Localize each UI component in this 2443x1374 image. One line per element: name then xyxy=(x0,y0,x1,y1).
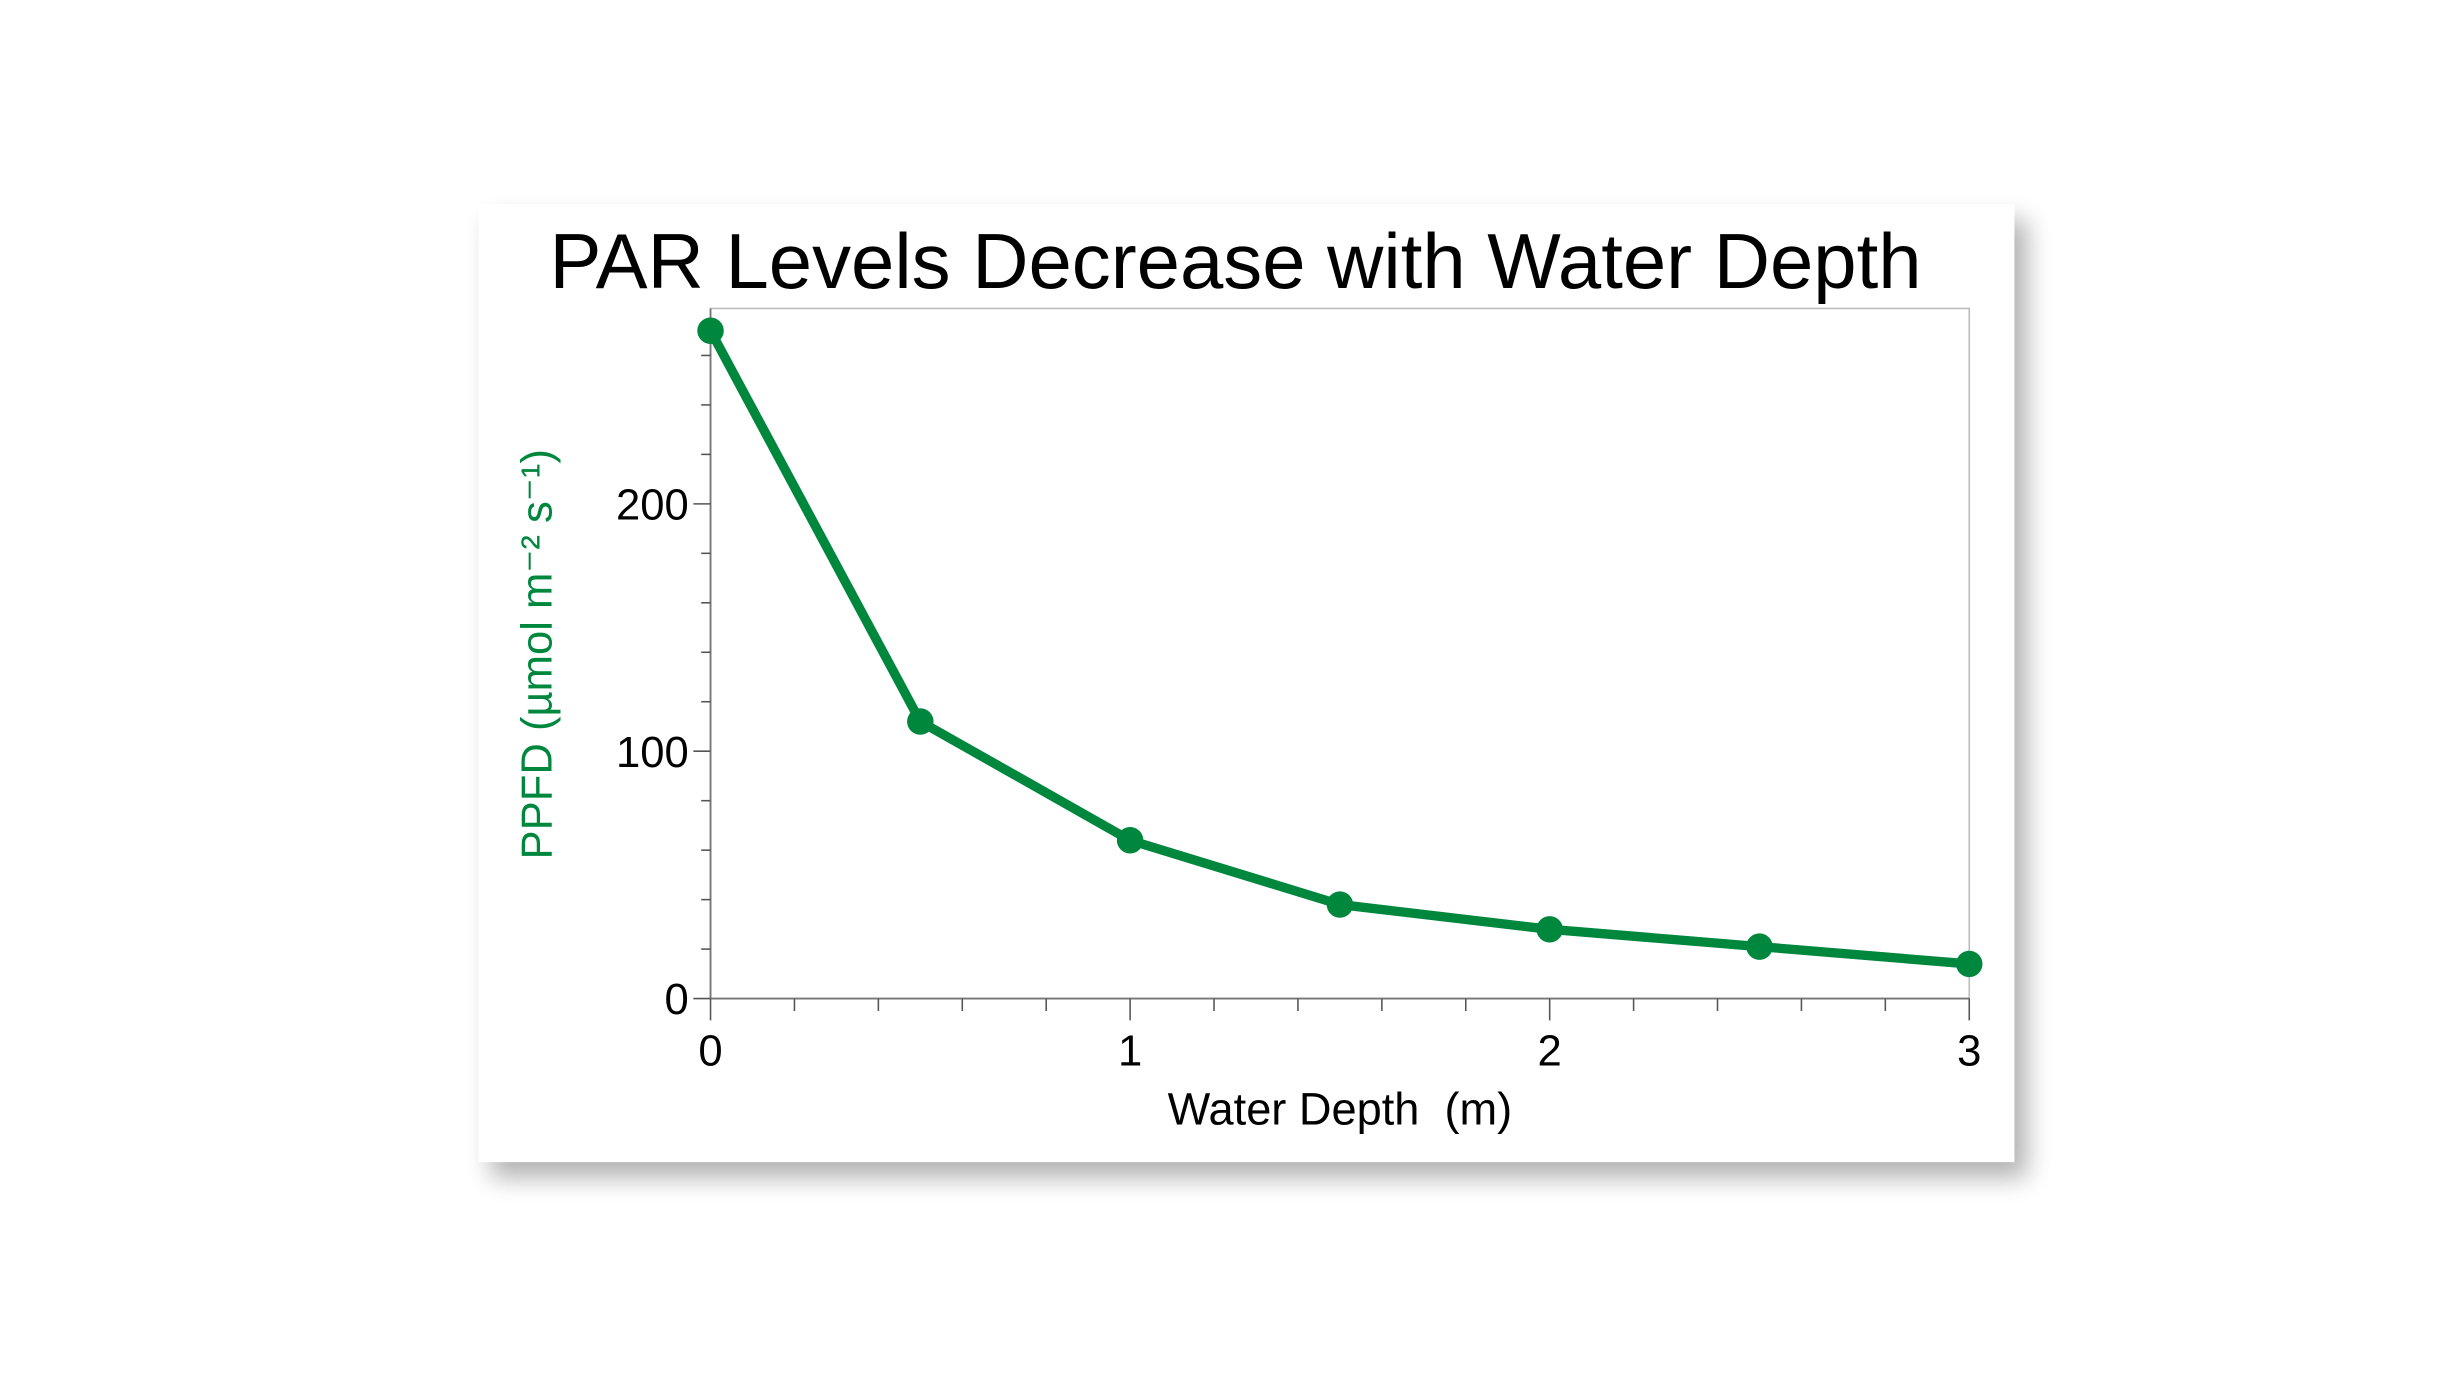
data-point xyxy=(1956,950,1983,978)
x-axis-label: Water Depth (m) xyxy=(1168,1084,1513,1135)
x-tick-label: 1 xyxy=(1118,1028,1142,1076)
chart-title: PAR Levels Decrease with Water Depth xyxy=(550,217,1922,305)
y-axis-label: PPFD (µmol m⁻² s⁻¹) xyxy=(514,449,562,859)
x-tick-label: 0 xyxy=(698,1028,722,1076)
data-point xyxy=(1326,891,1354,918)
chart-card xyxy=(478,204,2015,1163)
data-point xyxy=(1116,827,1144,854)
y-tick-label: 100 xyxy=(616,729,689,777)
data-point xyxy=(1536,916,1563,943)
data-point xyxy=(907,708,934,735)
y-tick-label: 0 xyxy=(664,976,688,1024)
x-tick-label: 3 xyxy=(1957,1028,1981,1076)
y-tick-label: 200 xyxy=(616,481,689,529)
x-tick-label: 2 xyxy=(1538,1028,1562,1076)
data-point xyxy=(1746,933,1773,960)
data-point xyxy=(697,317,724,344)
